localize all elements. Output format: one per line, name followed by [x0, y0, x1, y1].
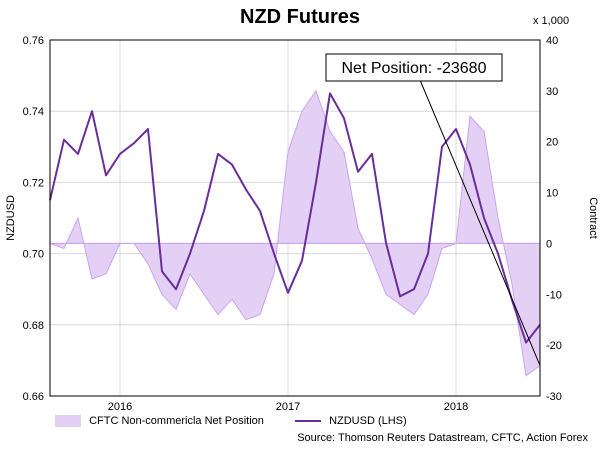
right-axis-label: Contract — [587, 197, 599, 239]
nzdusd-line-path — [49, 92, 541, 344]
net-position-area-path — [49, 89, 541, 377]
nzdusd-line — [49, 92, 541, 344]
y-tick-label: 0.68 — [23, 320, 44, 332]
x-tick-label: 2017 — [276, 401, 300, 413]
y2-tick-label: -30 — [546, 391, 562, 403]
legend-item-nzdusd: NZDUSD (LHS) — [295, 415, 407, 427]
y-tick-label: 0.70 — [23, 249, 44, 261]
y2-tick-label: -10 — [546, 289, 562, 301]
y-tick-label: 0.76 — [23, 35, 44, 47]
y-tick-label: 0.74 — [23, 106, 44, 118]
x-tick-label: 2016 — [108, 401, 132, 413]
x-tick-label: 2018 — [444, 401, 468, 413]
grid-lines — [50, 40, 540, 396]
annotation-connector — [419, 79, 541, 366]
chart-title: NZD Futures — [240, 6, 360, 28]
left-axis-label: NZDUSD — [5, 195, 17, 241]
y-tick-label: 0.72 — [23, 177, 44, 189]
legend-item-net-position: CFTC Non-commericla Net Position — [55, 415, 264, 428]
annotation-text: Net Position: -23680 — [342, 60, 487, 77]
y2-tick-label: 40 — [546, 35, 558, 47]
net-position-area — [49, 89, 541, 377]
annotation: Net Position: -23680 — [325, 53, 541, 366]
y2-tick-label: 30 — [546, 86, 558, 98]
plot-border — [49, 39, 541, 397]
legend-area-swatch — [55, 415, 81, 428]
legend-line-label: NZDUSD (LHS) — [329, 415, 407, 427]
y2-tick-label: 20 — [546, 137, 558, 149]
y2-tick-label: 10 — [546, 188, 558, 200]
axis-ticks: 0.76 0.74 0.72 0.70 0.68 0.66 40 30 20 10 0 -10 -20 -… — [23, 35, 562, 413]
plot-frame — [49, 39, 541, 397]
y2-tick-label: -20 — [546, 340, 562, 352]
y-tick-label: 0.66 — [23, 391, 44, 403]
legend-area-label: CFTC Non-commericla Net Position — [89, 415, 264, 427]
source-note: Source: Thomson Reuters Datastream, CFTC… — [297, 432, 588, 444]
right-axis-unit: x 1,000 — [533, 15, 570, 27]
annotation-box — [325, 53, 503, 82]
y2-tick-label: 0 — [546, 238, 552, 250]
legend-line-swatch — [295, 420, 321, 423]
